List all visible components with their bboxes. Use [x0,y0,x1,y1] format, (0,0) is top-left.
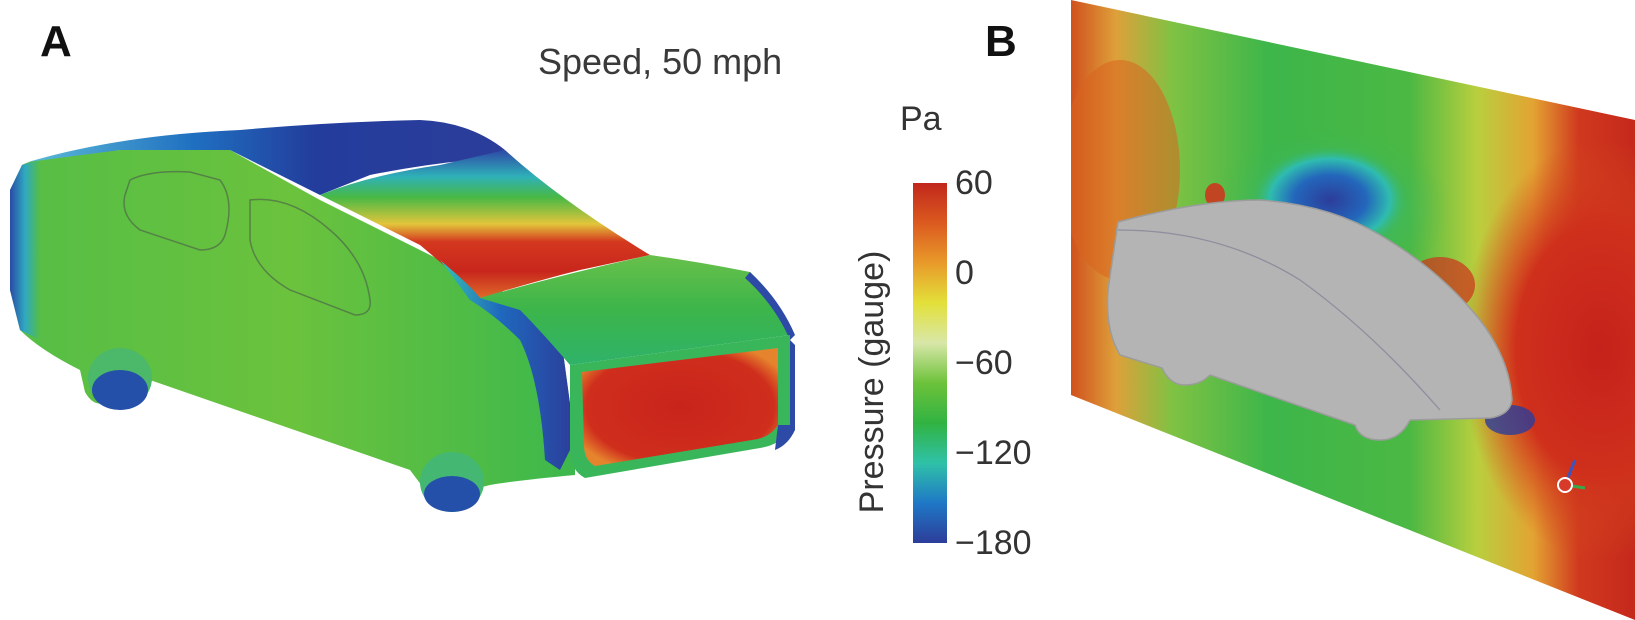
panel-label-b: B [985,17,1017,66]
colorbar-gradient [913,183,947,543]
colorbar-tick-label: −120 [955,434,1032,472]
axis-triad-icon [1557,459,1586,493]
panel-label-a: A [40,17,72,66]
colorbar-tick-label: −180 [955,524,1032,562]
colorbar [913,183,947,543]
speed-label: Speed, 50 mph [538,41,783,82]
colorbar-tick-label: −60 [955,344,1013,382]
colorbar-unit: Pa [900,100,942,138]
colorbar-title: Pressure (gauge) [853,250,891,514]
colorbar-tick-label: 0 [955,254,974,292]
colorbar-tick-label: 60 [955,164,993,202]
